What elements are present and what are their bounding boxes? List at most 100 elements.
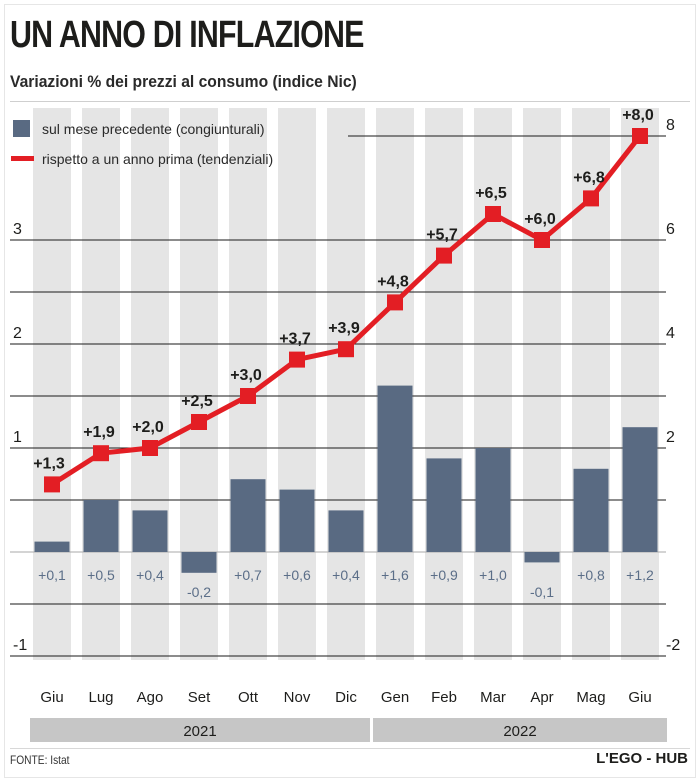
bar-8: [426, 458, 462, 552]
year-band: [30, 718, 370, 742]
right-tick-label: 6: [666, 221, 675, 238]
right-tick-label: 4: [666, 325, 675, 342]
left-tick-label: 2: [13, 325, 22, 342]
bar-label-0: +0,1: [38, 567, 66, 583]
legend-line-label: rispetto a un anno prima (tendenziali): [42, 151, 273, 167]
legend: sul mese precedente (congiunturali) risp…: [11, 120, 273, 167]
left-tick-label: -1: [13, 637, 27, 654]
bar-label-1: +0,5: [87, 567, 115, 583]
line-marker-2: [142, 440, 158, 456]
month-label: Dic: [335, 689, 357, 706]
month-label: Mar: [480, 689, 506, 706]
line-label-1: +1,9: [83, 424, 115, 441]
column-band: [474, 108, 512, 660]
line-label-7: +4,8: [377, 273, 409, 290]
month-label: Mag: [576, 689, 605, 706]
line-label-4: +3,0: [230, 367, 262, 384]
line-marker-0: [44, 476, 60, 493]
month-label: Giu: [40, 689, 63, 706]
bar-9: [475, 448, 511, 552]
line-label-12: +8,0: [622, 107, 654, 124]
footer-divider: [10, 748, 690, 749]
month-label: Gen: [381, 689, 409, 706]
chart-frame: [4, 4, 696, 778]
month-label: Ott: [238, 689, 259, 706]
line-marker-4: [240, 388, 256, 404]
bar-5: [279, 489, 315, 552]
month-label: Lug: [88, 689, 113, 706]
line-marker-9: [485, 206, 501, 222]
column-band: [278, 108, 316, 660]
month-label: Feb: [431, 689, 457, 706]
right-tick-label: 8: [666, 117, 675, 134]
line-label-2: +2,0: [132, 419, 164, 436]
year-band: [373, 718, 667, 742]
axis-tick-labels: -1 1 2 3 -2 2 4 6 8: [13, 117, 680, 654]
bar-4: [230, 479, 266, 552]
right-tick-label: 2: [666, 429, 675, 446]
column-band: [82, 108, 120, 660]
month-label: Giu: [628, 689, 651, 706]
legend-line-swatch: [11, 156, 34, 161]
bar-label-11: +0,8: [577, 567, 605, 583]
bar-label-6: +0,4: [332, 567, 360, 583]
bar-label-7: +1,6: [381, 567, 409, 583]
line-label-10: +6,0: [524, 211, 556, 228]
month-label: Set: [188, 689, 211, 706]
line-marker-5: [289, 351, 305, 368]
bar-label-9: +1,0: [479, 567, 507, 583]
source-note: FONTE: Istat: [10, 753, 70, 767]
line-label-3: +2,5: [181, 393, 213, 410]
x-axis: Giu Lug Ago Set Ott Nov Dic Gen Feb Mar Apr Mag Giu 2…: [30, 689, 667, 742]
bar-label-12: +1,2: [626, 567, 654, 583]
legend-bar-swatch: [13, 120, 30, 137]
line-marker-6: [338, 341, 354, 358]
column-bands: [33, 108, 659, 660]
column-band: [523, 108, 561, 660]
line-marker-1: [93, 445, 109, 462]
chart-subtitle: Variazioni % dei prezzi al consumo (indi…: [10, 72, 357, 91]
line-label-9: +6,5: [475, 185, 507, 202]
column-band: [33, 108, 71, 660]
bar-label-8: +0,9: [430, 567, 458, 583]
year-label: 2022: [503, 723, 536, 740]
title-divider: [10, 101, 690, 102]
line-marker-12: [632, 128, 648, 144]
bar-1: [83, 500, 119, 552]
bar-label-3: -0,2: [187, 584, 211, 600]
bar-11: [573, 468, 609, 552]
month-label: Apr: [530, 689, 553, 706]
line-marker-11: [583, 190, 599, 207]
left-tick-label: 3: [13, 221, 22, 238]
line-marker-3: [191, 414, 207, 430]
bar-0: [34, 541, 70, 552]
monthly-bars: [34, 385, 658, 573]
line-label-5: +3,7: [279, 331, 311, 348]
line-label-6: +3,9: [328, 320, 360, 337]
month-label: Nov: [284, 689, 311, 706]
bar-label-2: +0,4: [136, 567, 164, 583]
column-band: [180, 108, 218, 660]
yearly-line: [44, 128, 648, 493]
line-label-11: +6,8: [573, 169, 605, 186]
bar-12: [622, 427, 658, 552]
bar-2: [132, 510, 168, 552]
column-band: [425, 108, 463, 660]
bar-label-4: +0,7: [234, 567, 262, 583]
bar-label-10: -0,1: [530, 584, 554, 600]
left-tick-label: 1: [13, 429, 22, 446]
bar-10: [524, 552, 560, 563]
line-marker-10: [534, 232, 550, 248]
bar-value-labels: +0,1 +0,5 +0,4 -0,2 +0,7 +0,6 +0,4 +1,6 +0,9 +1,0…: [38, 567, 654, 600]
line-marker-8: [436, 247, 452, 264]
column-band: [131, 108, 169, 660]
chart-title: UN ANNO DI INFLAZIONE: [10, 14, 364, 56]
column-band: [621, 108, 659, 660]
year-label: 2021: [183, 723, 216, 740]
bar-6: [328, 510, 364, 552]
legend-bar-label: sul mese precedente (congiunturali): [42, 121, 265, 137]
line-label-0: +1,3: [33, 455, 65, 472]
line-value-labels: +1,3 +1,9 +2,0 +2,5 +3,0 +3,7 +3,9 +4,8 +5,7 +6,5…: [33, 107, 654, 472]
publisher-credit: L'EGO - HUB: [596, 750, 688, 767]
bar-label-5: +0,6: [283, 567, 311, 583]
